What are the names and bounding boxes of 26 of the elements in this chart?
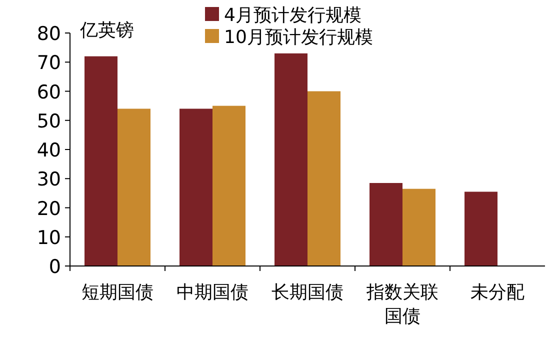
- bar: [84, 56, 118, 266]
- y-tick-label: 60: [36, 81, 61, 104]
- y-tick-label: 50: [36, 110, 61, 132]
- y-tick-label: 80: [36, 23, 61, 45]
- x-tick-label: 指数关联国债: [366, 282, 438, 327]
- y-tick-label: 0: [48, 256, 61, 278]
- legend-label: 4月预计发行规模: [224, 5, 362, 26]
- y-axis-title: 亿英镑: [79, 20, 134, 41]
- y-tick-label: 10: [36, 226, 61, 249]
- bar: [118, 108, 150, 266]
- bar: [274, 53, 308, 266]
- x-tick-label: 中期国债: [176, 282, 248, 303]
- x-tick-label: 长期国债: [272, 282, 344, 303]
- bar: [402, 188, 436, 266]
- y-tick-label: 20: [36, 198, 61, 220]
- y-tick-label: 40: [36, 140, 61, 162]
- x-tick-label: 短期国债: [82, 282, 154, 303]
- legend-label: 10月预计发行规模: [224, 27, 373, 48]
- y-tick-label: 30: [36, 168, 61, 191]
- bar: [308, 91, 340, 266]
- bar: [464, 192, 498, 266]
- bar: [212, 106, 246, 266]
- bar: [370, 182, 402, 266]
- bar: [180, 108, 212, 266]
- y-tick-label: 70: [36, 52, 61, 74]
- x-tick-label: 未分配: [470, 282, 524, 303]
